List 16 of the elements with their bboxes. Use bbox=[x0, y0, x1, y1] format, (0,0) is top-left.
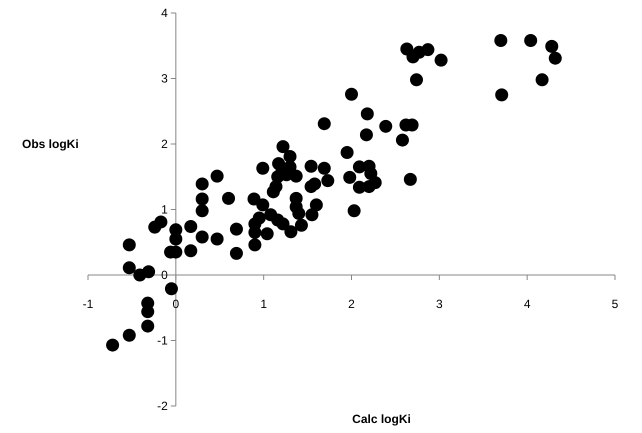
x-axis-title: Calc logKi bbox=[352, 412, 411, 426]
x-tick-label: 2 bbox=[348, 297, 356, 311]
x-tick-label: 4 bbox=[524, 297, 531, 311]
y-tick-label: 1 bbox=[161, 202, 168, 216]
x-tick-label: -1 bbox=[82, 297, 94, 311]
y-tick-label: -2 bbox=[157, 399, 168, 413]
y-tick-label: 0 bbox=[161, 268, 168, 282]
y-tick-label: 2 bbox=[161, 137, 168, 151]
y-axis-title: Obs logKi bbox=[22, 137, 79, 151]
y-tick-label: -1 bbox=[157, 334, 168, 348]
y-tick-label: 4 bbox=[161, 6, 168, 20]
x-tick-label: 1 bbox=[260, 297, 268, 311]
y-tick-label: 3 bbox=[161, 72, 168, 86]
x-tick-label: 5 bbox=[612, 297, 619, 311]
x-tick-label: 3 bbox=[436, 297, 443, 311]
x-tick-label: 0 bbox=[172, 297, 180, 311]
